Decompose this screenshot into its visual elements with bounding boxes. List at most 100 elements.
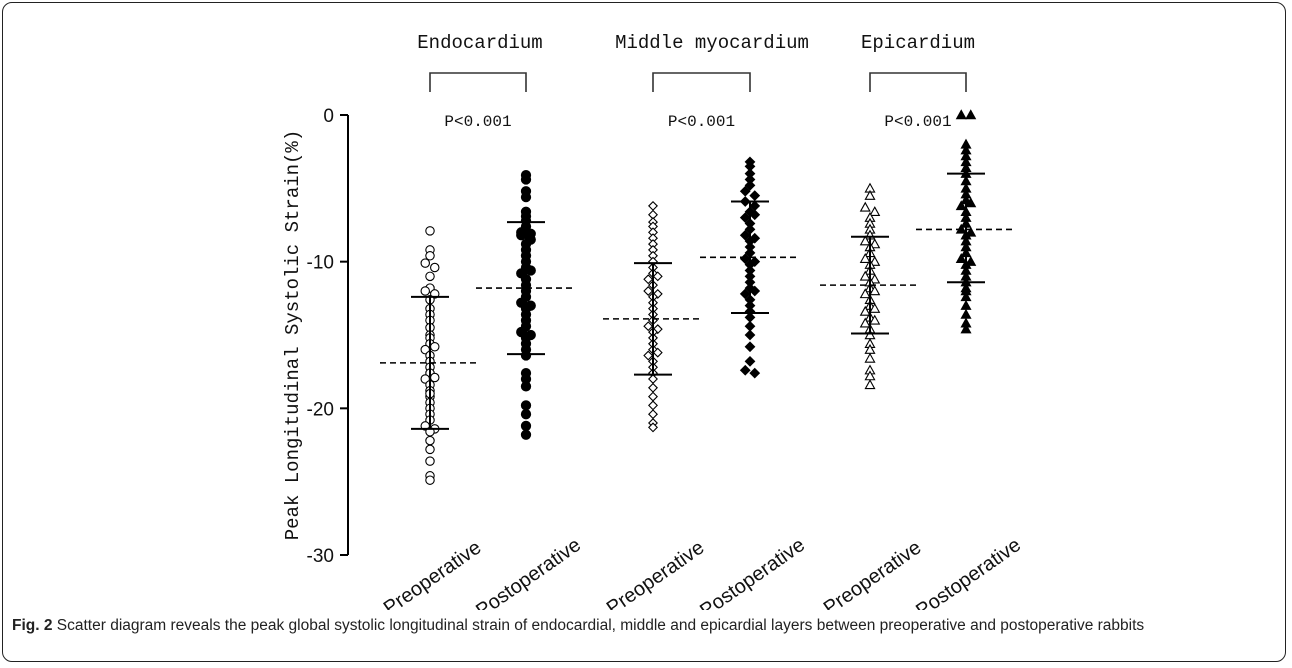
data-point xyxy=(425,226,435,236)
data-point xyxy=(429,262,440,273)
data-point xyxy=(520,191,532,203)
data-point xyxy=(643,350,654,361)
data-point xyxy=(520,381,532,392)
data-point xyxy=(520,400,532,411)
data-point xyxy=(955,253,967,263)
data-point xyxy=(739,288,751,300)
data-point xyxy=(520,420,532,432)
data-point xyxy=(864,189,876,200)
data-point xyxy=(425,444,435,455)
data-point xyxy=(425,456,435,466)
data-point xyxy=(425,251,435,261)
x-tick-label: Preoperative xyxy=(820,537,926,610)
figure-caption: Fig. 2 Scatter diagram reveals the peak … xyxy=(12,615,1280,636)
x-tick-label: Preoperative xyxy=(603,537,709,610)
data-point xyxy=(859,317,871,328)
data-point xyxy=(520,429,532,440)
p-value-label: P<0.001 xyxy=(884,113,951,131)
data-point xyxy=(744,320,756,332)
figure-label: Fig. 2 xyxy=(12,617,53,634)
significance-bracket xyxy=(429,72,527,92)
data-point xyxy=(965,109,977,120)
data-point xyxy=(965,197,977,208)
data-point xyxy=(643,286,654,296)
data-point xyxy=(744,312,756,323)
data-point xyxy=(648,382,658,393)
group-title: Middle myocardium xyxy=(615,32,809,54)
x-tick-label: Preoperative xyxy=(380,537,486,610)
y-tick-label: 0 xyxy=(323,106,334,127)
data-point xyxy=(648,200,658,211)
y-tick-label: -10 xyxy=(307,253,334,274)
data-point xyxy=(965,255,977,266)
significance-bracket xyxy=(869,72,967,92)
p-value-label: P<0.001 xyxy=(668,113,735,131)
data-point xyxy=(643,274,654,285)
data-point xyxy=(869,206,881,217)
data-point xyxy=(648,409,658,420)
y-tick-label: -30 xyxy=(307,546,334,567)
caption-text: Scatter diagram reveals the peak global … xyxy=(52,617,1145,634)
data-point xyxy=(859,235,871,246)
data-point xyxy=(749,190,761,202)
y-tick-label: -20 xyxy=(307,399,334,420)
data-point xyxy=(960,323,972,334)
data-point xyxy=(744,180,756,191)
data-point xyxy=(648,422,658,433)
data-point xyxy=(425,271,435,282)
data-point xyxy=(739,229,751,241)
data-point xyxy=(744,329,756,341)
data-point xyxy=(739,364,751,376)
data-point xyxy=(965,226,977,237)
data-point xyxy=(520,409,532,420)
data-point xyxy=(744,356,756,367)
data-point xyxy=(648,391,658,402)
data-point xyxy=(869,302,881,313)
data-point xyxy=(960,299,972,310)
data-point xyxy=(960,308,972,319)
data-point xyxy=(859,288,871,299)
y-axis-label: Peak Longitudinal Systolic Strain(%) xyxy=(282,130,304,540)
data-point xyxy=(859,305,871,316)
data-point xyxy=(859,253,871,263)
significance-bracket xyxy=(652,72,751,92)
x-tick-label: Postoperative xyxy=(912,534,1025,610)
data-point xyxy=(739,185,751,197)
data-point xyxy=(960,285,972,296)
data-point xyxy=(643,321,654,332)
data-point xyxy=(425,435,435,446)
data-point xyxy=(648,400,658,411)
data-point xyxy=(859,270,871,281)
x-tick-label: Postoperative xyxy=(696,534,809,610)
data-point xyxy=(864,379,876,390)
data-point xyxy=(749,256,761,268)
data-point xyxy=(749,367,761,379)
data-point xyxy=(739,212,751,224)
data-point xyxy=(516,230,527,241)
data-point xyxy=(652,271,663,282)
data-point xyxy=(869,285,881,296)
data-point xyxy=(429,372,440,383)
data-point xyxy=(429,341,440,352)
data-point xyxy=(744,341,756,353)
group-title: Epicardium xyxy=(861,32,975,54)
data-point xyxy=(864,352,876,363)
data-point xyxy=(420,258,430,268)
p-value-label: P<0.001 xyxy=(444,113,511,131)
data-point xyxy=(525,265,536,276)
data-point xyxy=(648,374,658,384)
data-point xyxy=(749,285,761,297)
data-point xyxy=(869,273,881,284)
data-point xyxy=(420,286,430,296)
data-point xyxy=(652,347,663,358)
group-title: Endocardium xyxy=(417,32,542,54)
data-point xyxy=(749,209,761,221)
data-point xyxy=(869,255,881,266)
data-point xyxy=(520,174,532,185)
x-tick-label: Postoperative xyxy=(472,534,585,610)
data-point xyxy=(869,314,881,325)
data-point xyxy=(955,200,967,211)
data-point xyxy=(955,109,967,120)
